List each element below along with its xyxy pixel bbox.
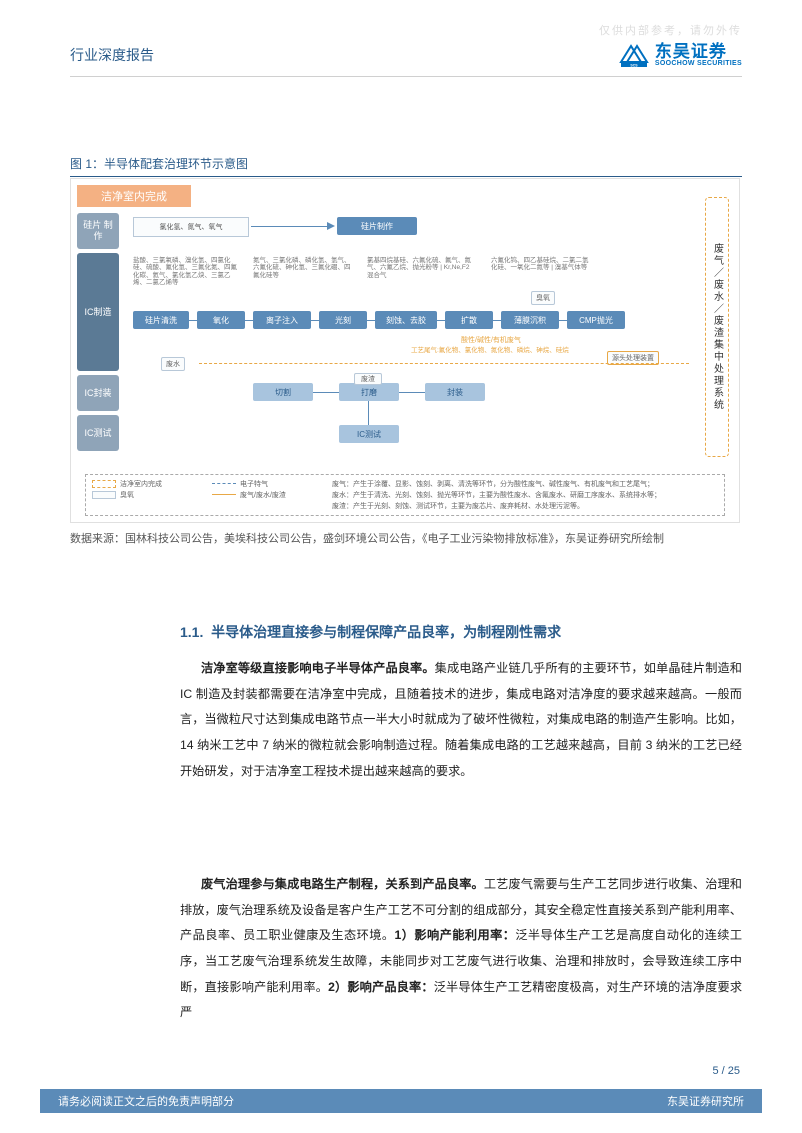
legend-l1: 废气：产生于涂覆、显影、蚀刻、剥离、清洗等环节，分为酸性废气、碱性废气、有机废气… <box>332 479 718 489</box>
pack-p3: 封装 <box>425 383 485 401</box>
figure-title-wrap: 图 1：半导体配套治理环节示意图 <box>70 155 742 177</box>
figure-caption: 数据来源：国林科技公司公告，美埃科技公司公告，盛剑环境公司公告，《电子工业污染物… <box>70 530 742 549</box>
footer: 请务必阅读正文之后的免责声明部分 东吴证券研究所 <box>40 1089 762 1113</box>
lk1: 洁净室内完成 <box>120 479 162 489</box>
proc-p1: 硅片清洗 <box>133 311 189 329</box>
cleanroom-header: 洁净室内完成 <box>77 185 191 207</box>
gas-a: 盐酸、三氯氧磷、溴化氢、四氯化硅、硫酸、氟化氢、三氟化氮、四氟化碳、氦气、氯化氢… <box>133 257 241 287</box>
pack-p1: 切割 <box>253 383 313 401</box>
proc-p2: 氧化 <box>197 311 245 329</box>
conn <box>493 320 501 321</box>
watermark: 仅供内部参考，请勿外传 <box>599 22 742 38</box>
waste-water: 废水 <box>161 357 185 371</box>
logo: SCS 东吴证券 SOOCHOW SECURITIES <box>619 42 742 68</box>
footer-right: 东吴证券研究所 <box>667 1093 744 1109</box>
para2-b2: 2）影响产品良率： <box>328 980 434 994</box>
gas-box-r1: 氯化氢、氮气、氧气 <box>133 217 249 237</box>
stage-ic-mfg: IC制造 <box>77 253 119 371</box>
svg-text:SCS: SCS <box>630 64 638 68</box>
figure-title: 图 1：半导体配套治理环节示意图 <box>70 155 742 172</box>
paragraph-1: 洁净室等级直接影响电子半导体产品良率。集成电路产业链几乎所有的主要环节，如单晶硅… <box>180 656 742 784</box>
legend: 洁净室内完成 电子特气 废气：产生于涂覆、显影、蚀刻、剥离、清洗等环节，分为酸性… <box>85 474 725 516</box>
line <box>251 226 331 227</box>
pack-p2: 打磨 <box>339 383 399 401</box>
conn <box>313 392 339 393</box>
lk2: 电子特气 <box>240 479 268 489</box>
conn <box>367 320 375 321</box>
conn <box>437 320 445 321</box>
para2-lead: 废气治理参与集成电路生产制程，关系到产品良率。 <box>201 877 484 891</box>
proc-p6: 扩散 <box>445 311 493 329</box>
header-title: 行业深度报告 <box>70 45 154 65</box>
lk4: 废气/废水/废渣 <box>240 490 286 500</box>
waste-line <box>199 363 689 364</box>
logo-cn: 东吴证券 <box>655 43 742 60</box>
para2-b1: 1）影响产能利用率： <box>395 928 516 942</box>
gas-c: 氯基四烷基硅、六氟化硫、氟气、氮气、六氟乙烷、抛光粉等 | Kr,Ne,F2 混… <box>367 257 477 279</box>
proc-wafer: 硅片制作 <box>337 217 417 235</box>
section-num: 1.1. <box>180 624 203 640</box>
waste-slag: 废渣 <box>354 373 382 385</box>
byproduct-1: 酸性/碱性/有机废气 <box>461 335 521 345</box>
waste-system: 废气／废水／废渣集中处理系统 <box>705 197 729 457</box>
stage-ic-test: IC测试 <box>77 415 119 451</box>
proc-p4: 光刻 <box>319 311 367 329</box>
page-header: 行业深度报告 SCS 东吴证券 SOOCHOW SECURITIES <box>70 42 742 68</box>
proc-p7: 薄膜沉积 <box>501 311 559 329</box>
gas-e: 臭氧 <box>531 291 555 305</box>
page-number: 5 / 25 <box>712 1065 740 1077</box>
section-heading: 1.1. 半导体治理直接参与制程保障产品良率，为制程刚性需求 <box>180 622 561 642</box>
stage-ic-pack: IC封装 <box>77 375 119 411</box>
logo-en: SOOCHOW SECURITIES <box>655 60 742 67</box>
byproduct-2: 工艺尾气:氟化物、氯化物、氮化物、磷烷、砷烷、硅烷 <box>411 347 591 354</box>
stage-wafer: 硅片 制作 <box>77 213 119 249</box>
stage-column: 硅片 制作 IC制造 IC封装 IC测试 <box>77 213 119 455</box>
test-proc: IC测试 <box>339 425 399 443</box>
gas-b: 氮气、三氯化磷、磷化氢、氢气、六氟化硫、砷化氢、三氟化硼、四氟化硅等 <box>253 257 353 279</box>
conn <box>311 320 319 321</box>
section-title: 半导体治理直接参与制程保障产品良率，为制程刚性需求 <box>211 624 561 640</box>
proc-p5: 刻蚀、去胶 <box>375 311 437 329</box>
flow-diagram: 洁净室内完成 硅片 制作 IC制造 IC封装 IC测试 氯化氢、氮气、氧气 硅片… <box>70 178 740 523</box>
conn <box>245 320 253 321</box>
gas-d: 六氟化钨、四乙基硅烷、二氯二氢化硅、一氧化二氮等 | 溴基气体等 <box>491 257 591 272</box>
paragraph-2: 废气治理参与集成电路生产制程，关系到产品良率。工艺废气需要与生产工艺同步进行收集… <box>180 872 742 1026</box>
footer-left: 请务必阅读正文之后的免责声明部分 <box>58 1093 234 1109</box>
conn <box>559 320 567 321</box>
header-rule <box>70 76 742 77</box>
lk3: 臭氧 <box>120 490 134 500</box>
logo-icon: SCS <box>619 42 649 68</box>
conn <box>399 392 425 393</box>
para1-body: 集成电路产业链几乎所有的主要环节，如单晶硅片制造和 IC 制造及封装都需要在洁净… <box>180 661 742 778</box>
arrow-icon <box>327 222 335 230</box>
legend-l2: 废水：产生于清洗、光刻、蚀刻、抛光等环节，主要为酸性废水、含氟废水、研磨工序废水… <box>332 490 718 500</box>
conn <box>368 401 369 425</box>
proc-p8: CMP抛光 <box>567 311 625 329</box>
conn <box>189 320 197 321</box>
legend-l3: 废渣：产生于光刻、刻蚀、测试环节，主要为废芯片、废弃耗材、水处理污泥等。 <box>332 501 718 511</box>
proc-p3: 离子注入 <box>253 311 311 329</box>
para1-lead: 洁净室等级直接影响电子半导体产品良率。 <box>201 661 435 675</box>
